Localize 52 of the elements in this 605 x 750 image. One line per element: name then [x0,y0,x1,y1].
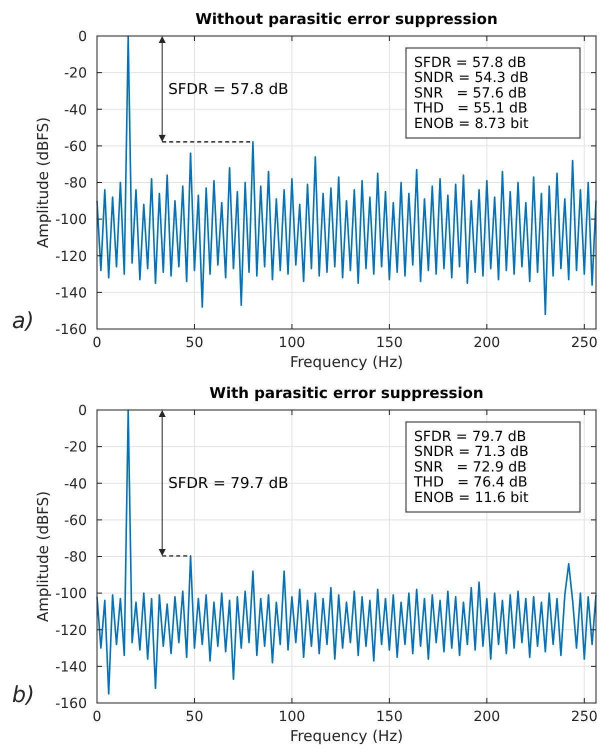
x-axis-title: Frequency (Hz) [290,727,404,745]
x-tick-label: 200 [473,335,500,351]
y-tick-label: -140 [55,285,87,302]
annotation: SFDR = 57.8 dB [414,55,526,71]
annotation: SNR = 57.6 dB [414,85,527,102]
annotation: SNR = 72.9 dB [414,459,527,476]
annotation: THD = 76.4 dB [413,474,528,491]
annotation: SNDR = 71.3 dB [414,444,529,460]
chart-title: With parasitic error suppression [209,384,484,402]
y-tick-label: -140 [55,659,87,676]
x-tick-label: 50 [186,335,204,351]
y-tick-label: -40 [64,102,87,118]
y-tick-label: -100 [55,586,87,602]
y-tick-label: -120 [55,248,87,265]
annotation: THD = 55.1 dB [413,100,528,117]
y-tick-label: 0 [78,29,87,45]
annotation: SNDR = 54.3 dB [414,70,529,86]
x-tick-label: 0 [92,709,102,725]
x-tick-label: 150 [376,709,403,725]
y-tick-label: -60 [64,512,87,529]
y-tick-label: -80 [64,176,87,192]
annotation: ENOB = 11.6 bit [414,490,529,506]
x-tick-label: 50 [186,709,204,725]
y-tick-label: 0 [78,403,87,419]
y-tick-label: -80 [64,550,87,566]
line-series [96,35,597,316]
y-axis-title: Amplitude (dBFS) [34,490,52,622]
text: a) [12,309,34,334]
y-axis-title: Amplitude (dBFS) [34,116,52,248]
y-tick-label: -160 [55,696,87,712]
x-tick-label: 250 [570,335,598,351]
x-tick-label: 0 [92,335,102,351]
x-tick-label: 100 [278,709,306,725]
text: b) [12,683,35,708]
line-series [96,409,597,695]
annotation: SFDR = 79.7 dB [168,474,288,492]
x-tick-label: 150 [376,335,403,351]
x-tick-label: 200 [473,709,500,725]
y-tick-label: -20 [64,66,87,82]
annotation: ENOB = 8.73 bit [414,116,529,132]
x-axis-title: Frequency (Hz) [290,353,404,371]
y-tick-label: -20 [64,440,87,456]
y-tick-label: -120 [55,622,87,639]
x-tick-label: 250 [570,709,598,725]
y-tick-label: -160 [55,322,87,338]
x-tick-label: 100 [278,335,306,351]
y-tick-label: -40 [64,476,87,492]
chart-title: Without parasitic error suppression [195,10,498,28]
y-tick-label: -100 [55,212,87,228]
annotation: SFDR = 79.7 dB [414,429,526,445]
annotation: SFDR = 57.8 dB [168,80,288,98]
y-tick-label: -60 [64,138,87,155]
